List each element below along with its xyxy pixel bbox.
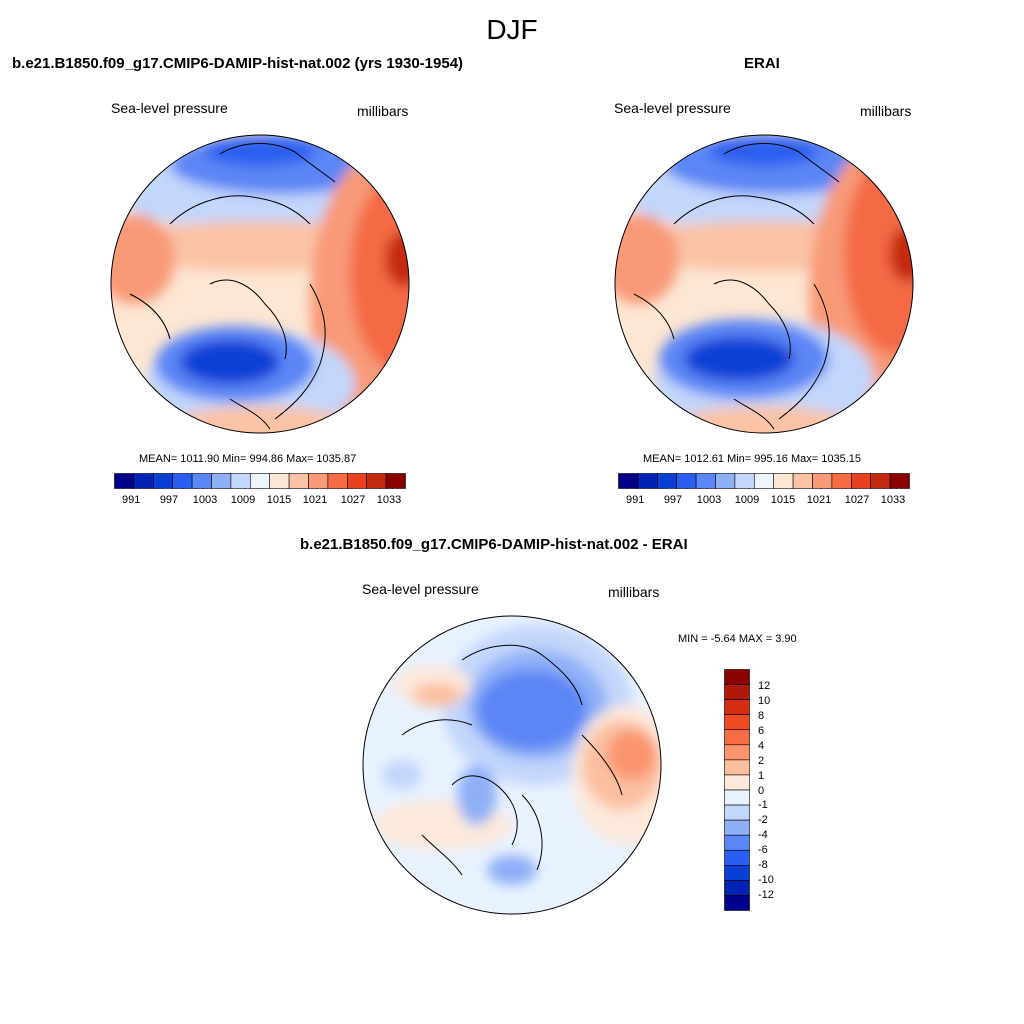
obs-colorbar-tick: 991	[626, 494, 645, 506]
colorbar-swatch	[656, 473, 677, 489]
diff-colorbar	[724, 669, 750, 911]
diff-colorbar-tick: -12	[758, 889, 774, 901]
colorbar-swatch	[250, 473, 271, 489]
obs-units-label: millibars	[860, 103, 912, 119]
diff-colorbar-tick: 10	[758, 695, 771, 707]
colorbar-swatch	[695, 473, 716, 489]
colorbar-swatch	[724, 744, 750, 761]
diff-colorbar-tick: 0	[758, 785, 765, 797]
colorbar-swatch	[114, 473, 135, 489]
diff-stats: MIN = -5.64 MAX = 3.90	[678, 633, 797, 645]
model-units-label: millibars	[357, 103, 409, 119]
obs-stats: MEAN= 1012.61 Min= 995.16 Max= 1035.15	[643, 453, 862, 465]
colorbar-swatch	[724, 759, 750, 776]
diff-colorbar-tick: -4	[758, 829, 768, 841]
colorbar-swatch	[152, 473, 173, 489]
model-colorbar-tick: 1009	[230, 494, 256, 506]
diff-colorbar-tick: 1	[758, 770, 765, 782]
colorbar-swatch	[172, 473, 193, 489]
colorbar-swatch	[724, 849, 750, 866]
colorbar-swatch	[347, 473, 368, 489]
colorbar-swatch	[724, 729, 750, 746]
colorbar-swatch	[724, 880, 750, 896]
diff-colorbar-tick: -1	[758, 799, 768, 811]
colorbar-swatch	[269, 473, 290, 489]
colorbar-swatch	[133, 473, 154, 489]
colorbar-swatch	[211, 473, 232, 489]
diff-colorbar-tick: 4	[758, 740, 765, 752]
colorbar-swatch	[792, 473, 813, 489]
model-colorbar-tick: 997	[159, 494, 179, 506]
obs-colorbar-tick: 1003	[696, 494, 722, 506]
model-colorbar-tick: 1033	[376, 494, 402, 506]
colorbar-swatch	[724, 684, 750, 700]
colorbar-swatch	[715, 473, 736, 489]
diff-slp-polar-map	[362, 615, 662, 915]
obs-colorbar-tick: 1033	[880, 494, 906, 506]
obs-slp-polar-map	[614, 134, 914, 434]
diff-colorbar-tick: 6	[758, 725, 765, 737]
colorbar-swatch	[734, 473, 755, 489]
model-colorbar-tick: 991	[122, 494, 141, 506]
colorbar-swatch	[724, 699, 750, 715]
obs-panel-title: ERAI	[744, 55, 780, 72]
figure-title: DJF	[486, 14, 538, 45]
colorbar-swatch	[288, 473, 309, 489]
diff-panel-title: b.e21.B1850.f09_g17.CMIP6-DAMIP-hist-nat…	[300, 536, 688, 553]
model-field-label: Sea-level pressure	[111, 100, 228, 116]
obs-colorbar-tick: 1027	[844, 494, 870, 506]
colorbar-swatch	[889, 473, 910, 489]
diff-colorbar-tick: -6	[758, 844, 768, 856]
colorbar-swatch	[851, 473, 872, 489]
diff-colorbar-tick: -8	[758, 859, 768, 871]
diff-colorbar-tick: 2	[758, 755, 765, 767]
colorbar-swatch	[724, 895, 750, 911]
colorbar-swatch	[191, 473, 212, 489]
obs-field-label: Sea-level pressure	[614, 100, 731, 116]
colorbar-swatch	[230, 473, 251, 489]
colorbar-swatch	[724, 819, 750, 836]
diff-colorbar-tick: -2	[758, 814, 768, 826]
colorbar-swatch	[724, 789, 750, 806]
model-colorbar-tick: 1015	[266, 494, 292, 506]
colorbar-swatch	[618, 473, 639, 489]
diff-colorbar-tick: 12	[758, 680, 771, 692]
colorbar-swatch	[308, 473, 329, 489]
obs-colorbar-tick: 1021	[806, 494, 832, 506]
model-colorbar-tick: 1027	[340, 494, 366, 506]
model-colorbar-tick: 1003	[192, 494, 218, 506]
model-slp-polar-map	[110, 134, 410, 434]
diff-colorbar-tick: -10	[758, 874, 774, 886]
model-colorbar	[114, 473, 406, 489]
colorbar-swatch	[637, 473, 658, 489]
colorbar-swatch	[724, 669, 750, 685]
colorbar-swatch	[724, 834, 750, 851]
colorbar-swatch	[812, 473, 833, 489]
colorbar-swatch	[724, 804, 750, 821]
model-stats: MEAN= 1011.90 Min= 994.86 Max= 1035.87	[139, 453, 357, 465]
colorbar-swatch	[773, 473, 794, 489]
colorbar-swatch	[366, 473, 387, 489]
obs-colorbar-tick: 997	[663, 494, 683, 506]
colorbar-swatch	[676, 473, 697, 489]
obs-colorbar-tick: 1015	[770, 494, 796, 506]
colorbar-swatch	[327, 473, 348, 489]
obs-colorbar	[618, 473, 910, 489]
diff-field-label: Sea-level pressure	[362, 581, 479, 597]
colorbar-swatch	[385, 473, 406, 489]
colorbar-swatch	[724, 774, 750, 791]
model-colorbar-tick: 1021	[302, 494, 328, 506]
model-panel-title: b.e21.B1850.f09_g17.CMIP6-DAMIP-hist-nat…	[12, 55, 464, 72]
colorbar-swatch	[831, 473, 852, 489]
obs-colorbar-tick: 1009	[734, 494, 760, 506]
diff-units-label: millibars	[608, 584, 660, 600]
colorbar-swatch	[754, 473, 775, 489]
diff-colorbar-tick: 8	[758, 710, 765, 722]
colorbar-swatch	[724, 865, 750, 881]
colorbar-swatch	[870, 473, 891, 489]
colorbar-swatch	[724, 714, 750, 731]
